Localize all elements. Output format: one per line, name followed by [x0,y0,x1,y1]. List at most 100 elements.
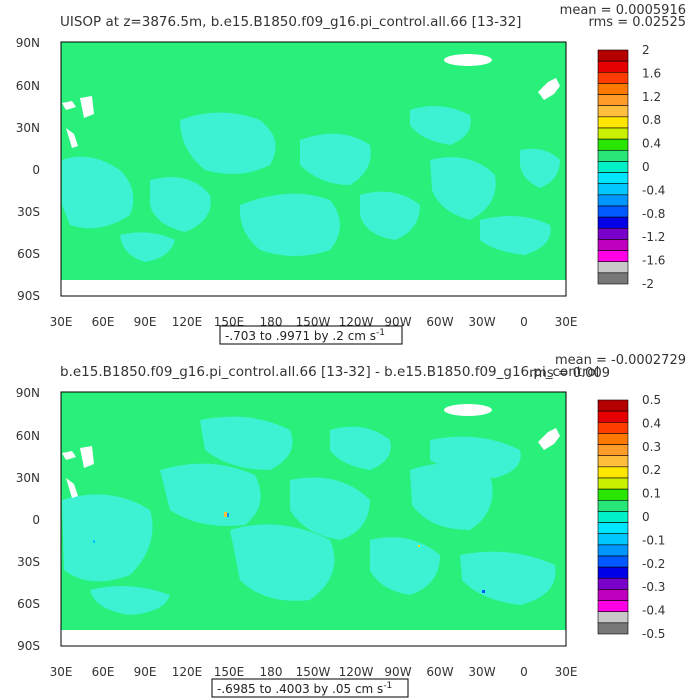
colorbar-swatch [597,149,629,162]
panel-2-lon-label: 150W [296,665,331,679]
panel-2-range-label: -.6985 to .4003 by .05 cm s [217,682,383,696]
colorbar-swatch [597,71,629,84]
colorbar-label: 0.3 [642,440,661,454]
colorbar-label: -0.5 [642,627,665,641]
panel-2-lon-label: 0 [520,665,528,679]
colorbar-swatch [597,161,629,173]
colorbar-swatch [597,272,629,285]
panel-1-lon-label: 30W [468,315,495,329]
colorbar-swatch [597,444,629,457]
panel-1: UISOP at z=3876.5m, b.e15.B1850.f09_g16.… [16,3,686,345]
panel-1-frame [60,41,567,297]
colorbar-label: -0.1 [642,533,665,547]
panel-2-lon-label: 150E [214,665,245,679]
panel-2-range-exponent: -1 [383,681,392,691]
panel-2-lon-label: 180 [260,665,283,679]
panel-2-lon-axis: 30E 60E 90E 120E 150E 180 150W 120W 90W … [50,665,578,679]
colorbar-label: 2 [642,43,650,57]
svg-text:-.703 to .9971 by .2 cm s-1: -.703 to .9971 by .2 cm s-1 [225,328,385,343]
panel-1-lat-label: 60N [16,79,40,93]
colorbar-swatch [597,127,629,140]
colorbar-label: -1.2 [642,230,665,244]
colorbar-swatch [597,511,629,523]
colorbar-swatch [597,239,629,251]
colorbar-swatch [597,577,629,590]
colorbar-swatch [597,611,629,624]
colorbar-swatch [597,83,629,95]
panel-2-negative-patches [62,416,556,615]
panel-1-lat-label: 60S [17,247,40,261]
panel-2-masked-areas [61,404,566,646]
colorbar-label: -2 [642,277,654,291]
colorbar-swatch [597,566,629,579]
panel-2-lon-label: 120W [339,665,374,679]
panel-2-rms: rms = 0.009 [529,366,610,381]
colorbar-swatch [597,194,629,207]
panel-1-lat-label: 0 [32,163,40,177]
panel-2-lon-label: 30E [50,665,73,679]
colorbar-swatch [597,455,629,468]
colorbar-label: 0.8 [642,113,661,127]
svg-text:-.6985 to .4003 by .05 cm s-1: -.6985 to .4003 by .05 cm s-1 [217,681,392,696]
panel-1-lat-label: 90S [17,289,40,303]
panel-2-lat-label: 90S [17,639,40,653]
panel-2-lon-label: 120E [172,665,203,679]
panel-2-map [60,391,567,647]
colorbar-swatch [597,183,629,196]
colorbar-label: 0.1 [642,487,661,501]
panel-1-title: UISOP at z=3876.5m, b.e15.B1850.f09_g16.… [60,14,521,30]
colorbar-swatch [597,250,629,263]
colorbar-swatch [597,172,629,185]
colorbar-swatch [597,116,629,129]
panel-2-lat-axis: 90N 60N 30N 0 30S 60S 90S [16,386,40,653]
colorbar-swatch [597,138,629,151]
colorbar-label: 0.4 [642,416,661,430]
colorbar-swatch [597,60,629,73]
panel-2-title: b.e15.B1850.f09_g16.pi_control.all.66 [1… [60,364,599,380]
panel-1-lon-label: 30E [50,315,73,329]
panel-1-rms: rms = 0.02525 [589,15,686,30]
colorbar-swatch [597,600,629,613]
colorbar-swatch [597,622,629,635]
panel-1-lat-axis: 90N 60N 30N 0 30S 60S 90S [16,36,40,303]
colorbar-swatch [597,533,629,546]
colorbar-swatch [597,94,629,107]
panel-1-lon-label: 30E [555,315,578,329]
colorbar-label: -0.4 [642,604,665,618]
panel-2-lon-label: 60E [92,665,115,679]
panel-2-lat-label: 60N [16,429,40,443]
colorbar-swatch [597,410,629,423]
colorbar-label: 0 [642,160,650,174]
colorbar-label: -0.2 [642,557,665,571]
panel-2-frame [60,391,567,647]
colorbar-label: 0.4 [642,137,661,151]
colorbar-label: -0.4 [642,183,665,197]
colorbar-label: 1.2 [642,90,661,104]
panel-1-range-exponent: -1 [376,328,385,338]
panel-2-lat-label: 30S [17,555,40,569]
colorbar-label: 1.6 [642,66,661,80]
colorbar-label: -0.3 [642,580,665,594]
colorbar-swatch [597,488,629,501]
colorbar-label: -1.6 [642,254,665,268]
colorbar-label: -0.8 [642,207,665,221]
panel-2-lon-label: 30W [468,665,495,679]
panel-2-lon-label: 90W [384,665,411,679]
panel-1-lon-label: 120E [172,315,203,329]
panel-2-range-box: -.6985 to .4003 by .05 cm s-1 [211,678,409,698]
panel-1-lon-label: 60W [426,315,453,329]
colorbar-swatch [597,433,629,445]
panel-2: b.e15.B1850.f09_g16.pi_control.all.66 [1… [16,353,686,698]
panel-2-lon-label: 60W [426,665,453,679]
colorbar-swatch [597,466,629,479]
colorbar-swatch [597,421,629,434]
panel-1-map [60,41,567,297]
panel-1-range-box: -.703 to .9971 by .2 cm s-1 [219,325,403,345]
colorbar-label: 0.5 [642,393,661,407]
panel-2-lat-label: 30N [16,471,40,485]
panel-2-speckles [93,512,485,593]
panel-1-colorbar: 2 1.6 1.2 0.8 0.4 0 -0.4 -0.8 -1.2 -1.6 -2 [597,43,665,291]
panel-1-lat-label: 90N [16,36,40,50]
panel-2-mean: mean = -0.0002729 [555,353,686,368]
colorbar-swatch [597,499,629,512]
